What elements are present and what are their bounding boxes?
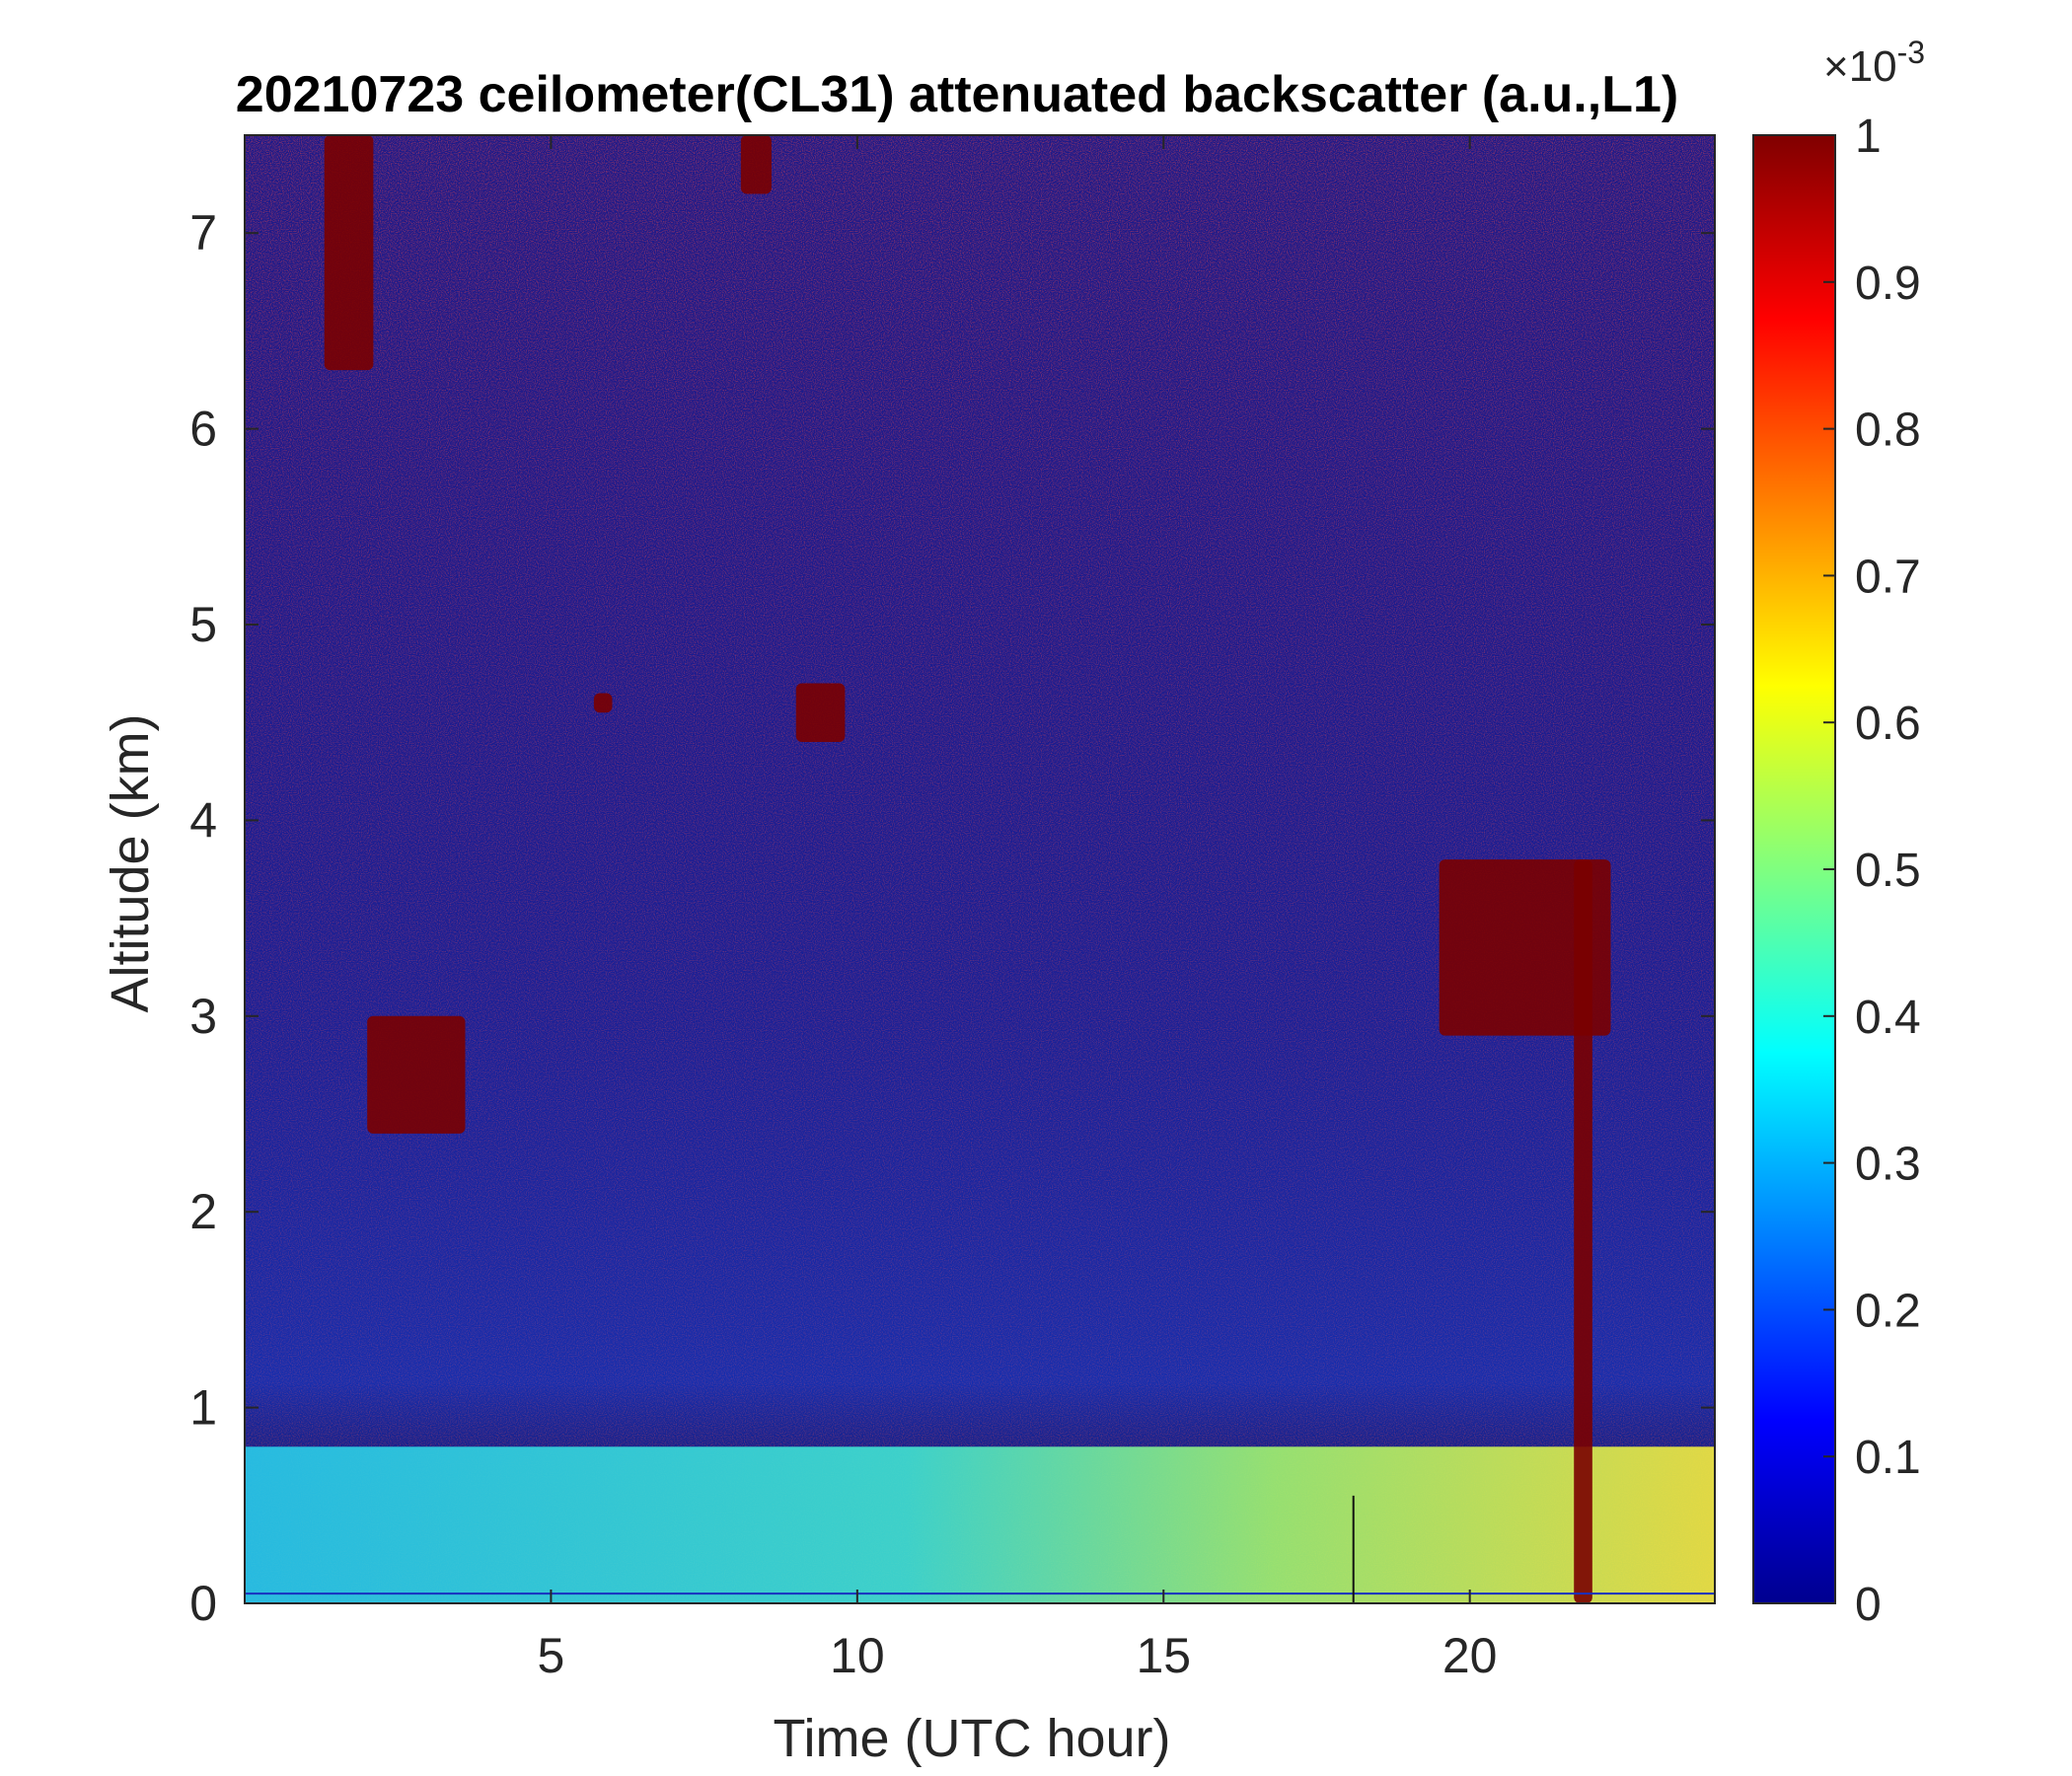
colorbar-tick-label: 0.9 xyxy=(1855,258,1921,310)
colorbar-exponent: ×10-3 xyxy=(1823,35,1925,91)
cloud-4 xyxy=(593,693,613,713)
colorbar-tick-label: 0.1 xyxy=(1855,1432,1921,1484)
colorbar-gradient xyxy=(1752,134,1836,1604)
y-tick-label: 6 xyxy=(189,402,217,457)
cloud-6 xyxy=(1574,859,1592,1603)
colorbar-exponent-power: -3 xyxy=(1897,35,1925,70)
cloud-1 xyxy=(324,135,374,371)
y-tick-label: 3 xyxy=(189,989,217,1044)
plot-frame xyxy=(244,134,1716,1604)
colorbar-tick-label: 1 xyxy=(1855,111,1882,163)
boundary-layer xyxy=(245,1446,1715,1603)
heatmap-plot xyxy=(245,135,1715,1603)
y-tick-label: 5 xyxy=(189,597,217,652)
y-tick-label: 1 xyxy=(189,1380,217,1436)
colorbar-tick-label: 0.8 xyxy=(1855,405,1921,457)
colorbar-ticks: 0 0.1 0.2 0.3 0.4 0.5 0.6 0.7 0.8 0.9 1 xyxy=(1823,111,1921,1631)
y-tick-label: 0 xyxy=(189,1576,217,1631)
colorbar-tick-label: 0.3 xyxy=(1855,1139,1921,1191)
y-axis-label: Altitude (km) xyxy=(101,713,160,1012)
cloud-features xyxy=(324,135,1611,1603)
x-tick-label: 5 xyxy=(538,1628,565,1683)
chart-title: 20210723 ceilometer(CL31) attenuated bac… xyxy=(236,66,1678,123)
colorbar: 0 0.1 0.2 0.3 0.4 0.5 0.6 0.7 0.8 0.9 1 ×10-3 xyxy=(1752,35,1925,1631)
colorbar-exponent-base: ×10 xyxy=(1823,42,1897,91)
y-axis: 0 1 2 3 4 5 6 7 xyxy=(189,205,1715,1631)
colorbar-tick-label: 0.2 xyxy=(1855,1285,1921,1337)
colorbar-tick-label: 0 xyxy=(1855,1579,1882,1631)
x-tick-label: 20 xyxy=(1443,1628,1498,1683)
cloud-3 xyxy=(795,683,846,743)
y-tick-label: 2 xyxy=(189,1184,217,1239)
colorbar-tick-label: 0.6 xyxy=(1855,698,1921,750)
colorbar-tick-label: 0.5 xyxy=(1855,845,1921,897)
colorbar-tick-label: 0.4 xyxy=(1855,992,1921,1044)
cloud-2 xyxy=(740,135,772,194)
x-tick-label: 15 xyxy=(1136,1628,1191,1683)
y-tick-label: 4 xyxy=(189,792,217,848)
x-axis-label: Time (UTC hour) xyxy=(773,1709,1170,1768)
cloud-7 xyxy=(1439,859,1611,1036)
y-tick-label: 7 xyxy=(189,205,217,260)
x-tick-label: 10 xyxy=(830,1628,885,1683)
cloud-5 xyxy=(367,1015,466,1134)
colorbar-tick-label: 0.7 xyxy=(1855,551,1921,603)
x-axis: 5 10 15 20 xyxy=(538,135,1498,1683)
